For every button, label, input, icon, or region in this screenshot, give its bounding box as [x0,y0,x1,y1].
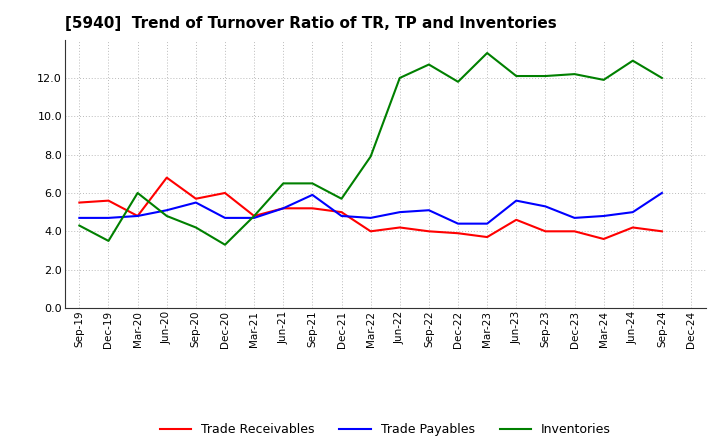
Inventories [570,71,579,77]
Inventories [220,242,229,247]
Inventories [337,196,346,202]
Inventories [541,73,550,79]
Inventories [308,181,317,186]
Trade Receivables [308,205,317,211]
Inventories [425,62,433,67]
Trade Receivables [192,196,200,202]
Trade Receivables [395,225,404,230]
Text: [5940]  Trend of Turnover Ratio of TR, TP and Inventories: [5940] Trend of Turnover Ratio of TR, TP… [65,16,557,32]
Line: Inventories: Inventories [79,53,662,245]
Trade Receivables [220,191,229,196]
Trade Payables [512,198,521,203]
Trade Payables [541,204,550,209]
Legend: Trade Receivables, Trade Payables, Inventories: Trade Receivables, Trade Payables, Inven… [155,418,616,440]
Trade Receivables [133,213,142,219]
Trade Payables [599,213,608,219]
Inventories [599,77,608,82]
Inventories [104,238,113,244]
Inventories [629,58,637,63]
Trade Receivables [512,217,521,223]
Trade Receivables [366,229,375,234]
Trade Receivables [483,235,492,240]
Trade Payables [657,191,666,196]
Trade Payables [570,215,579,220]
Trade Receivables [657,229,666,234]
Inventories [657,75,666,81]
Trade Receivables [570,229,579,234]
Trade Receivables [337,209,346,215]
Inventories [279,181,287,186]
Trade Receivables [541,229,550,234]
Trade Receivables [75,200,84,205]
Trade Payables [308,192,317,198]
Inventories [133,191,142,196]
Trade Payables [75,215,84,220]
Inventories [395,75,404,81]
Trade Payables [250,215,258,220]
Trade Receivables [250,213,258,219]
Trade Payables [395,209,404,215]
Trade Payables [104,215,113,220]
Line: Trade Payables: Trade Payables [79,193,662,224]
Trade Payables [279,205,287,211]
Trade Receivables [163,175,171,180]
Trade Receivables [454,231,462,236]
Trade Payables [163,208,171,213]
Trade Receivables [279,205,287,211]
Trade Payables [366,215,375,220]
Inventories [366,154,375,159]
Line: Trade Receivables: Trade Receivables [79,178,662,239]
Trade Payables [133,213,142,219]
Inventories [163,213,171,219]
Trade Payables [220,215,229,220]
Trade Payables [425,208,433,213]
Inventories [483,50,492,55]
Trade Payables [192,200,200,205]
Inventories [192,225,200,230]
Trade Payables [629,209,637,215]
Trade Payables [454,221,462,226]
Trade Receivables [425,229,433,234]
Inventories [250,213,258,219]
Trade Payables [337,213,346,219]
Trade Receivables [599,236,608,242]
Inventories [75,223,84,228]
Inventories [454,79,462,84]
Trade Receivables [629,225,637,230]
Trade Payables [483,221,492,226]
Inventories [512,73,521,79]
Trade Receivables [104,198,113,203]
